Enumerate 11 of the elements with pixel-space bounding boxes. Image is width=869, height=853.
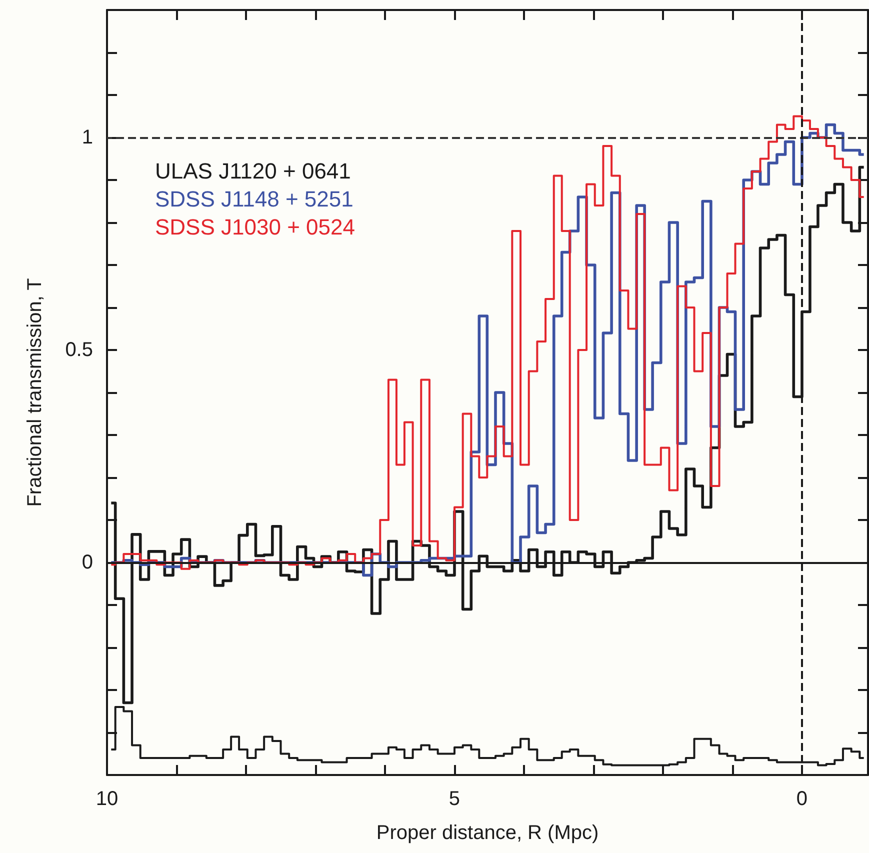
x-tick-label: 0 <box>796 788 808 810</box>
y-tick-label: 0 <box>82 552 93 574</box>
y-axis-title: Fractional transmission, T <box>24 278 46 507</box>
y-tick-label: 0.5 <box>65 339 93 361</box>
text: ULAS J1120 + 0641 <box>155 158 351 184</box>
x-tick-label: 5 <box>448 788 460 810</box>
text: SDSS J1148 + 5251 <box>155 186 354 212</box>
text: SDSS J1030 + 0524 <box>155 214 355 240</box>
x-tick-label: 10 <box>96 788 118 810</box>
y-tick-label: 1 <box>82 126 93 148</box>
x-axis-title: Proper distance, R (Mpc) <box>376 822 599 844</box>
